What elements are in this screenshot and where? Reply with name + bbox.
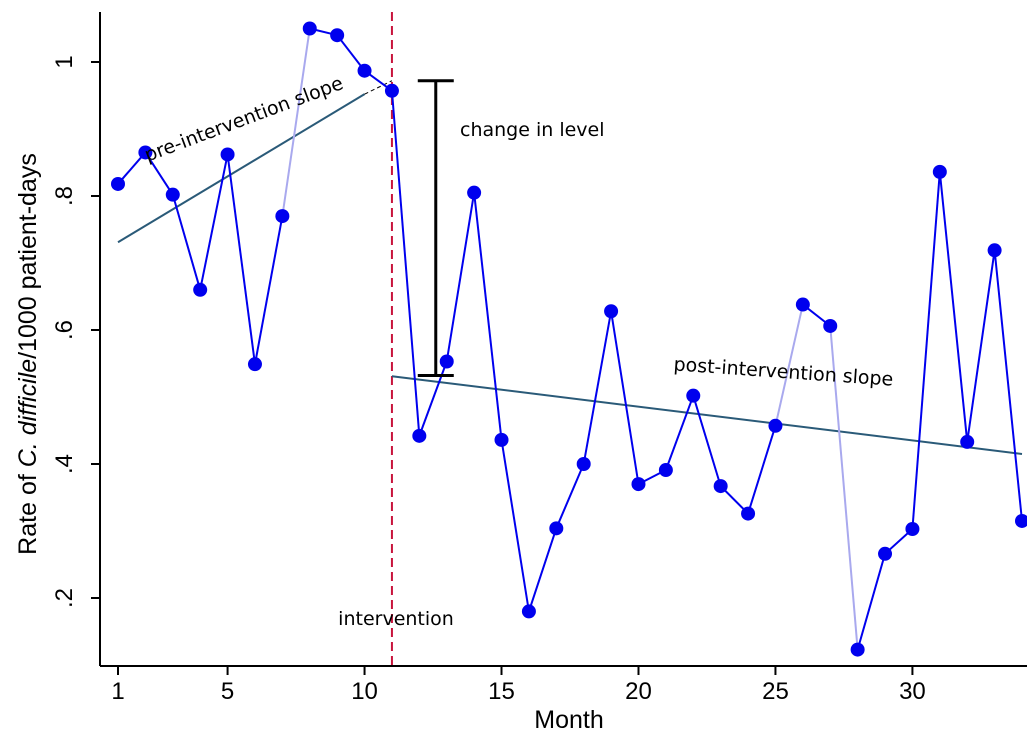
x-tick-label: 30 <box>899 678 926 705</box>
series-segment-faint <box>281 28 311 217</box>
series-segment <box>911 171 941 530</box>
data-point <box>439 354 454 369</box>
y-tick-label: .8 <box>51 186 78 206</box>
series-segment-faint <box>774 304 804 427</box>
data-point <box>357 63 372 78</box>
x-axis-title: Month <box>534 706 603 734</box>
data-point <box>850 642 865 657</box>
series-segment <box>171 194 202 291</box>
series-segment <box>226 154 256 365</box>
data-point <box>138 145 153 160</box>
data-point <box>220 147 235 162</box>
post-intervention-trend-line <box>391 375 1023 455</box>
data-point <box>302 21 317 36</box>
series-segment <box>692 395 722 487</box>
change-in-level-label: change in level <box>460 119 605 141</box>
data-point <box>165 187 180 202</box>
series-segment <box>664 395 695 471</box>
y-axis-title-part-2: C. difficile <box>14 359 42 467</box>
series-segment <box>966 250 996 443</box>
series-segment <box>582 311 613 465</box>
data-point <box>932 164 947 179</box>
data-point <box>330 28 345 43</box>
series-segment <box>555 463 585 529</box>
y-tick-label: 1 <box>51 55 78 68</box>
x-tick-label: 1 <box>111 678 124 705</box>
post-intervention-slope-label: post-intervention slope <box>673 353 894 390</box>
data-point <box>987 243 1002 258</box>
data-point <box>768 418 783 433</box>
x-tick-label: 10 <box>351 678 378 705</box>
x-tick-label: 25 <box>762 678 789 705</box>
series-segment <box>445 192 476 362</box>
series-segment <box>473 192 503 440</box>
series-segment <box>500 439 530 612</box>
x-tick-label: 15 <box>488 678 515 705</box>
data-point <box>713 479 728 494</box>
y-tick-label: .4 <box>51 454 78 474</box>
series-segment <box>199 154 229 290</box>
data-point <box>795 297 810 312</box>
pre-intervention-trend-line <box>117 93 366 244</box>
data-point <box>494 432 509 447</box>
data-point <box>521 604 536 619</box>
series-segment <box>938 171 969 442</box>
pre-intervention-slope-label: pre-intervention slope <box>142 72 347 166</box>
y-tick-label: .6 <box>51 320 78 340</box>
data-point <box>275 209 290 224</box>
series-segment <box>610 311 640 485</box>
data-point <box>686 388 701 403</box>
x-tick-label: 20 <box>625 678 652 705</box>
data-point <box>960 434 975 449</box>
x-tick-label: 5 <box>221 678 234 705</box>
data-point <box>604 304 619 319</box>
data-point <box>1015 513 1027 528</box>
data-point <box>878 546 893 561</box>
data-point <box>631 477 646 492</box>
data-point <box>658 463 673 478</box>
y-axis-title-part-1: Rate of <box>14 467 42 555</box>
data-point <box>467 185 482 200</box>
data-point <box>412 428 427 443</box>
series-segment <box>993 250 1023 522</box>
y-axis-title: Rate of C. difficile/1000 patient-days <box>14 153 42 555</box>
data-point <box>905 521 920 536</box>
data-point <box>741 506 756 521</box>
intervention-label: intervention <box>338 608 454 630</box>
series-segment <box>390 90 421 436</box>
series-segment <box>144 151 174 196</box>
series-segment <box>253 215 284 365</box>
data-point <box>549 521 564 536</box>
series-segment <box>418 361 448 437</box>
series-segment <box>856 553 886 650</box>
data-point <box>823 318 838 333</box>
data-point <box>247 357 262 372</box>
y-tick-label: .2 <box>51 588 78 608</box>
data-point <box>193 282 208 297</box>
series-segment <box>747 425 777 514</box>
data-point <box>576 457 591 471</box>
pre-trend-extension <box>364 80 393 95</box>
series-segment <box>527 528 558 612</box>
data-point <box>384 83 399 98</box>
y-axis-title-part-3: /1000 patient-days <box>14 153 42 359</box>
data-point <box>111 176 125 191</box>
series-segment <box>336 34 366 72</box>
series-segment-faint <box>829 325 859 650</box>
